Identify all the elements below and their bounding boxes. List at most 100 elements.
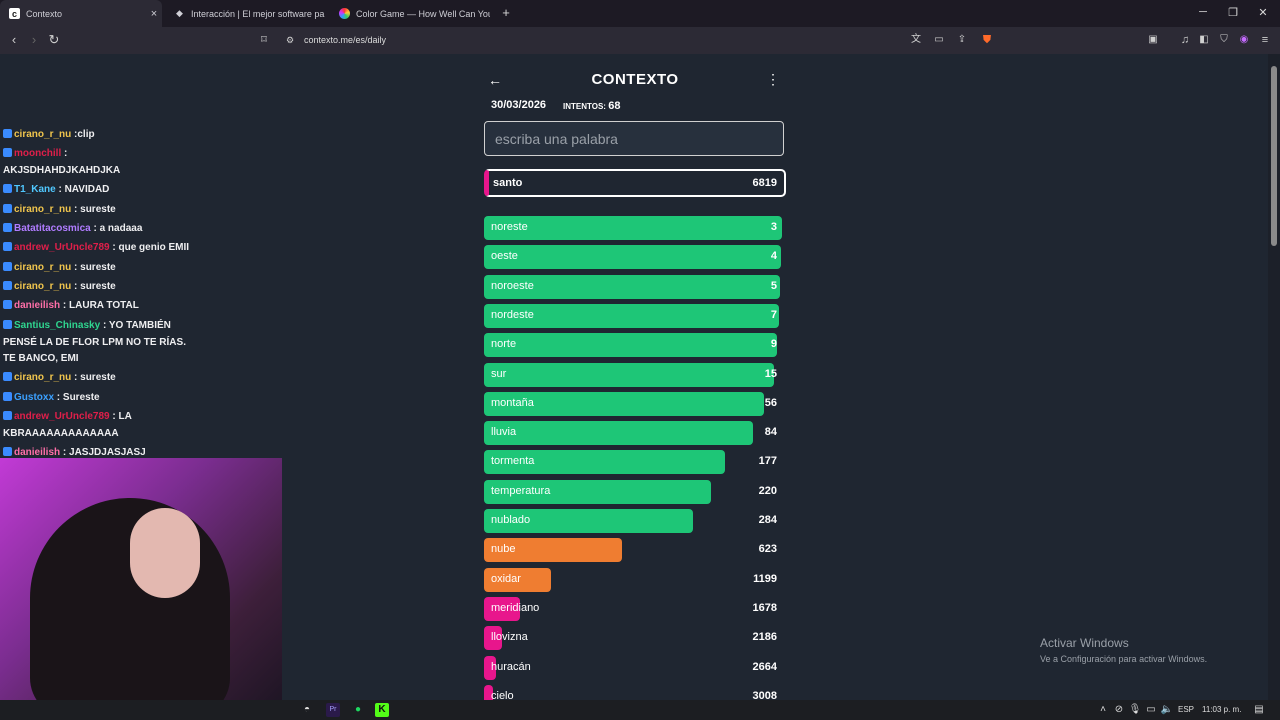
premiere-icon[interactable]: Pr [326,703,340,717]
vpn-icon[interactable]: ⛉ [1220,34,1228,45]
chat-username[interactable]: cirano_r_nu [14,204,72,215]
contexto-favicon-icon: c [9,8,20,19]
chat-text: TE BANCO, EMI [3,353,79,364]
similarity-bar [484,685,493,700]
new-tab-button[interactable]: + [502,5,510,20]
chat-badge-icon [3,392,12,401]
chat-badge-icon [3,447,12,456]
browser-tab-strip: c Contexto × ◆ Interacción | El mejor so… [0,0,1280,27]
guess-rank: 7 [770,309,777,321]
chat-username[interactable]: cirano_r_nu [14,372,72,383]
guess-word: noroeste [491,280,534,292]
panel-icon[interactable]: ◧ [1199,34,1209,45]
address-bar[interactable]: contexto.me/es/daily [304,35,387,45]
kick-icon[interactable]: K [375,703,389,717]
chat-text: : JASJDJASJASJ [62,447,146,456]
wifi-off-icon[interactable]: ⊘ [1114,704,1124,715]
chat-username[interactable]: Batatitacosmica [14,223,91,234]
spotify-icon[interactable]: ● [354,704,362,715]
network-icon[interactable]: ▭ [1146,704,1156,715]
mic-icon[interactable]: 🎙 [1128,704,1142,715]
word-input[interactable] [484,121,784,156]
guess-word: norte [491,338,517,350]
chat-message: TE BANCO, EMI [3,350,203,367]
minimize-button[interactable]: ─ [1199,6,1207,18]
page-title: CONTEXTO [591,71,679,88]
chat-text: : LAURA TOTAL [62,300,139,311]
brave-shield-icon[interactable]: ⛊ [982,34,992,46]
site-info-icon[interactable]: ⚙ [285,35,295,45]
chat-message: Santius_Chinasky : YO TAMBIÉN [3,317,203,334]
chat-username[interactable]: cirano_r_nu [14,262,72,273]
close-window-button[interactable]: ✕ [1258,7,1268,19]
guess-rank: 3 [770,221,777,233]
chat-username[interactable]: cirano_r_nu [14,281,72,292]
guess-rank: 4 [770,250,777,262]
chat-username[interactable]: Gustoxx [14,392,55,403]
volume-icon[interactable]: 🔈 [1160,704,1174,715]
restore-button[interactable]: ❐ [1228,7,1238,19]
language-indicator[interactable]: ESP [1178,705,1195,714]
chat-badge-icon [3,129,12,138]
tab-color-game[interactable]: Color Game — How Well Can You Re [330,0,490,27]
page-scrollbar[interactable] [1268,54,1280,700]
reload-icon[interactable]: ↻ [48,32,60,47]
chat-username[interactable]: moonchill [14,148,62,159]
leo-icon[interactable]: ◉ [1239,34,1249,45]
similarity-bar [484,509,693,533]
sidebar-icon[interactable]: ▣ [1148,34,1158,45]
guess-rank: 623 [758,543,777,555]
chat-text: : Sureste [56,392,100,403]
chat-badge-icon [3,148,12,157]
back-arrow-icon[interactable]: ← [488,72,502,88]
guess-row: llovizna 2186 [484,626,783,650]
chat-badge-icon [3,411,12,420]
similarity-bar [484,450,725,474]
more-options-icon[interactable]: ⋮ [766,71,780,87]
tab-contexto[interactable]: c Contexto × [0,0,162,27]
bookmark-icon[interactable]: ⌑ [261,34,267,46]
steam-icon[interactable]: ◓ [303,704,311,715]
share-icon[interactable]: ⇪ [957,34,967,45]
browser-nav-bar: ‹ › ↻ ⌑ ⚙ contexto.me/es/daily 文 ▭ ⇪ ⛊ ▣… [0,27,1280,54]
chat-message: Gustoxx : Sureste [3,389,203,406]
forward-icon[interactable]: › [31,32,37,47]
chat-username[interactable]: andrew_UrUncle789 [14,242,110,253]
clock[interactable]: 11:03 p. m. [1202,705,1242,714]
translate-icon[interactable]: 文 [911,34,921,45]
guess-rank: 84 [764,426,777,438]
close-tab-icon[interactable]: × [150,7,158,20]
chat-message: andrew_UrUncle789 : LA [3,408,203,425]
music-icon[interactable]: ♫ [1180,34,1190,46]
similarity-bar [484,304,779,328]
guess-rank: 220 [758,485,777,497]
chat-username[interactable]: T1_Kane [14,184,56,195]
similarity-bar [484,480,711,504]
screen-icon[interactable]: ▭ [934,34,944,45]
guess-rank: 2664 [752,661,777,673]
tray-chevron-icon[interactable]: ˄ [1100,704,1106,715]
back-icon[interactable]: ‹ [11,32,17,47]
scrollbar-thumb[interactable] [1271,66,1277,246]
webcam-person-silhouette [30,498,230,700]
chat-username[interactable]: cirano_r_nu [14,129,72,140]
notifications-icon[interactable]: ▤ [1254,704,1264,715]
chat-username[interactable]: andrew_UrUncle789 [14,411,110,422]
tab-interaccion[interactable]: ◆ Interacción | El mejor software pa [165,0,325,27]
chat-message: T1_Kane : NAVIDAD [3,181,203,198]
guess-row: cielo 3008 [484,685,783,700]
guess-rank: 56 [764,397,777,409]
similarity-bar [484,392,764,416]
chat-username[interactable]: danieilish [14,300,61,311]
chat-username[interactable]: Santius_Chinasky [14,320,101,331]
guess-row: sur 15 [484,363,783,387]
similarity-bar [484,216,782,240]
chat-text: :clip [74,129,95,140]
chat-username[interactable]: danieilish [14,447,61,456]
chat-text: : NAVIDAD [58,184,110,195]
chat-text: : sureste [74,281,116,292]
chat-text: AKJSDHAHDJKAHDJKA [3,165,121,176]
guess-row: huracán 2664 [484,656,783,680]
similarity-bar [484,333,777,357]
menu-icon[interactable]: ≡ [1261,34,1269,46]
